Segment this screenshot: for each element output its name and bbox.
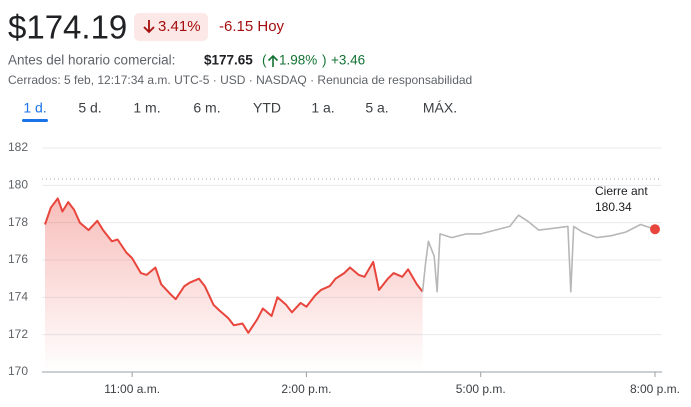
x-tick-label: 5:00 p.m. <box>456 382 506 396</box>
last-price-dot <box>650 224 660 235</box>
price-line <box>421 214 656 293</box>
premarket-percent: 1.98% <box>279 53 317 68</box>
y-tick-label: 170 <box>8 364 28 378</box>
y-tick-label: 180 <box>8 178 28 192</box>
previous-close-value: 180.34 <box>595 200 632 214</box>
price: $174.19 <box>8 9 127 46</box>
change-badge <box>134 13 208 41</box>
x-tick-label: 8:00 p.m. <box>630 382 680 396</box>
range-tab[interactable]: 1 d. <box>23 100 46 116</box>
up-arrow-icon <box>267 54 279 67</box>
range-tab[interactable]: 5 a. <box>365 100 388 116</box>
price-line <box>44 197 424 334</box>
premarket-absolute: +3.46 <box>331 53 365 68</box>
range-tab[interactable]: 6 m. <box>193 100 220 116</box>
y-tick-label: 178 <box>8 215 28 229</box>
y-tick-label: 172 <box>8 327 28 341</box>
x-tick-label: 2:00 p.m. <box>281 382 331 396</box>
paren-close: ) <box>322 53 327 68</box>
range-tab[interactable]: MÁX. <box>423 100 457 116</box>
y-tick-label: 176 <box>8 252 28 266</box>
change-absolute: -6.15 Hoy <box>219 18 285 35</box>
previous-close-label: Cierre ant <box>595 184 648 198</box>
y-tick-label: 182 <box>8 140 28 154</box>
range-tabs: 1 d. 5 d. 1 m. 6 m. YTD 1 a. 5 a. MÁX. <box>22 100 457 122</box>
premarket-label: Antes del horario comercial: <box>8 53 175 68</box>
range-tab[interactable]: 1 a. <box>311 100 334 116</box>
range-tab[interactable]: 5 d. <box>78 100 101 116</box>
tab-underline <box>22 119 48 122</box>
y-tick-label: 174 <box>8 290 28 304</box>
paren-open: ( <box>262 53 267 68</box>
range-tab[interactable]: YTD <box>253 100 281 116</box>
chart: 170 172 174 176 178 180 182 11:00 a.m. 2:00 p.m.… <box>8 140 680 396</box>
market-status: Cerrados: 5 feb, 12:17:34 a.m. UTC-5 · U… <box>8 73 472 87</box>
range-tab[interactable]: 1 m. <box>133 100 160 116</box>
change-percent: 3.41% <box>158 18 201 35</box>
down-arrow-icon <box>143 20 155 34</box>
x-tick-label: 11:00 a.m. <box>104 382 160 396</box>
premarket-price: $177.65 <box>204 53 253 68</box>
price-area <box>45 198 423 372</box>
